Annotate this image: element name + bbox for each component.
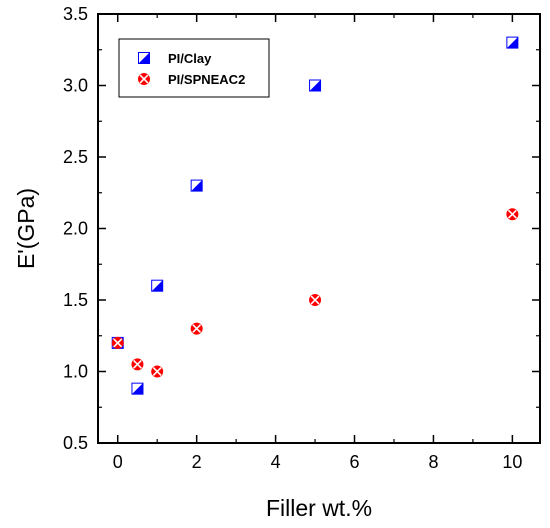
data-point-pi-clay (506, 36, 519, 49)
x-tick-label: 2 (192, 452, 202, 472)
data-point-pi-spneac2 (190, 322, 203, 335)
y-tick-label: 2.5 (63, 147, 88, 167)
y-tick-label: 1.5 (63, 290, 88, 310)
y-tick-label: 2.0 (63, 219, 88, 239)
data-point-pi-clay (151, 279, 164, 292)
x-tick-label: 0 (113, 452, 123, 472)
y-tick-label: 3.0 (63, 76, 88, 96)
x-axis-label: Filler wt.% (266, 495, 372, 521)
legend: PI/Clay PI/SPNEAC2 (118, 38, 270, 98)
legend-label: PI/SPNEAC2 (168, 72, 245, 87)
y-tick-label: 0.5 (63, 433, 88, 453)
data-point-pi-spneac2 (111, 336, 124, 349)
data-point-pi-spneac2 (506, 208, 519, 221)
x-tick-label: 6 (350, 452, 360, 472)
x-tick-label: 8 (428, 452, 438, 472)
legend-label: PI/Clay (168, 51, 212, 66)
x-tick-label: 10 (502, 452, 522, 472)
ticks-layer: 0 2 4 6 8 10 0.5 1.0 1.5 2.0 2.5 3.0 3.5 (63, 4, 540, 472)
legend-marker-pi-clay (138, 52, 150, 64)
data-point-pi-clay (131, 382, 144, 395)
data-point-pi-spneac2 (309, 294, 322, 306)
y-tick-label: 1.0 (63, 362, 88, 382)
data-point-pi-spneac2 (131, 358, 144, 371)
plot-area-frame (97, 13, 541, 444)
data-point-pi-clay (309, 79, 322, 92)
x-tick-label: 4 (271, 452, 281, 472)
data-point-pi-clay (190, 179, 203, 192)
points-layer (111, 36, 519, 395)
y-tick-label: 3.5 (63, 4, 88, 24)
legend-box (118, 38, 270, 98)
legend-marker-pi-spneac2 (138, 73, 150, 85)
data-point-pi-spneac2 (151, 365, 164, 378)
y-axis-label: E'(GPa) (13, 188, 39, 269)
